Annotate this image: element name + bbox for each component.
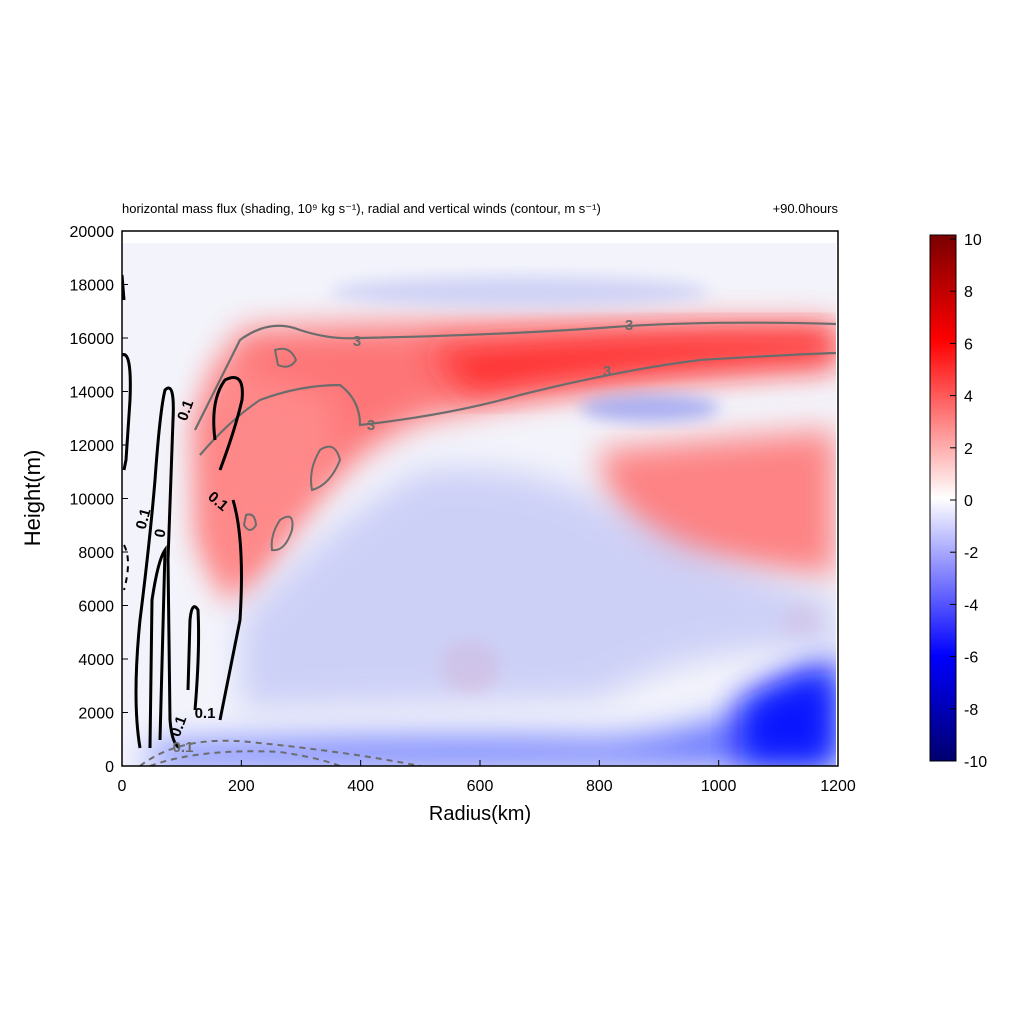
top-inflow-shading [330,276,710,308]
colorbar-tick-label: 4 [964,389,973,406]
radial-wind-contour-small-1 [273,347,298,368]
colorbar-tick-label: 10 [964,232,982,249]
x-tick-label: 1000 [701,778,737,795]
contour-label-3-d: 3 [367,417,375,434]
contour-label-0.1-d: 0.1 [195,705,216,722]
y-axis-label: Height(m) [20,450,45,547]
contour-label-3-b: 3 [625,317,633,334]
contour-label-3-c: 3 [603,363,611,380]
vertical-wind-contour-dashed [123,544,129,591]
y-tick-label: 4000 [78,652,114,669]
x-tick-label: 0 [118,778,127,795]
y-tick-label: 8000 [78,545,114,562]
mid-inflow-shading [240,468,836,710]
x-tick-label: 200 [228,778,255,795]
colorbar-ticks: 10 8 6 4 2 0 -2 -4 -6 -8 -10 [950,232,987,771]
strong-inflow-core [740,670,836,766]
y-tick-label: 12000 [70,438,115,455]
y-tick-label: 18000 [70,278,115,295]
contour-label-3-a: 3 [353,333,361,350]
y-tick-label: 0 [105,759,114,776]
colorbar-tick-label: -8 [964,702,978,719]
upper-outflow-core [430,331,836,395]
colorbar-tick-label: 6 [964,336,973,353]
x-axis-ticks: 0 200 400 600 800 1000 1200 [118,760,856,795]
contour-label-0.1-a: 0.1 [174,398,197,423]
vertical-wind-contour-eye [134,386,181,750]
x-tick-label: 1200 [820,778,856,795]
vertical-wind-contour-eyewall [186,376,244,721]
y-tick-label: 2000 [78,706,114,723]
radial-wind-contour-small-4 [242,513,258,531]
radial-wind-contour-negative [139,739,421,766]
colorbar-tick-label: 8 [964,284,973,301]
radial-wind-contour-small-3 [270,515,294,552]
y-tick-label: 10000 [70,492,115,509]
y-tick-label: 16000 [70,331,115,348]
colorbar-tick-label: -4 [964,597,978,614]
contour-layer [122,274,836,766]
x-tick-label: 600 [467,778,494,795]
x-tick-label: 400 [347,778,374,795]
colorbar [929,234,957,762]
upper-outflow-shading [195,321,836,600]
time-label: +90.0hours [773,201,839,216]
contour-label-0: 0 [151,528,169,539]
upper-inflow-shading [580,394,720,422]
x-tick-label: 800 [586,778,613,795]
colorbar-tick-label: 2 [964,441,973,458]
x-axis-label: Radius(km) [429,803,531,825]
colorbar-tick-label: 0 [964,493,973,510]
contour-label-0.1-f: 0.1 [173,739,194,756]
radial-wind-contour-negative-2 [149,750,341,766]
radial-wind-contour-small-2 [310,445,342,492]
contour-label-0.1-e: 0.1 [167,714,190,739]
y-axis-ticks: 0 2000 4000 6000 8000 10000 12000 14000 16000 180… [70,224,128,776]
y-tick-label: 6000 [78,599,114,616]
colorbar-tick-label: -2 [964,545,978,562]
y-tick-label: 20000 [70,224,115,241]
boundary-layer-inflow [140,655,836,766]
contour-label-0.1-c: 0.1 [133,507,155,532]
colorbar-tick-label: -6 [964,650,978,667]
vertical-wind-contour-inner [148,545,167,749]
radial-wind-contour-3-lower [199,351,836,456]
shading-layer [122,243,836,766]
colorbar-tick-label: -10 [964,754,987,771]
chart-title: horizontal mass flux (shading, 10⁹ kg s⁻… [122,201,601,216]
y-tick-label: 14000 [70,385,115,402]
radial-wind-contour-3-upper [194,321,836,431]
